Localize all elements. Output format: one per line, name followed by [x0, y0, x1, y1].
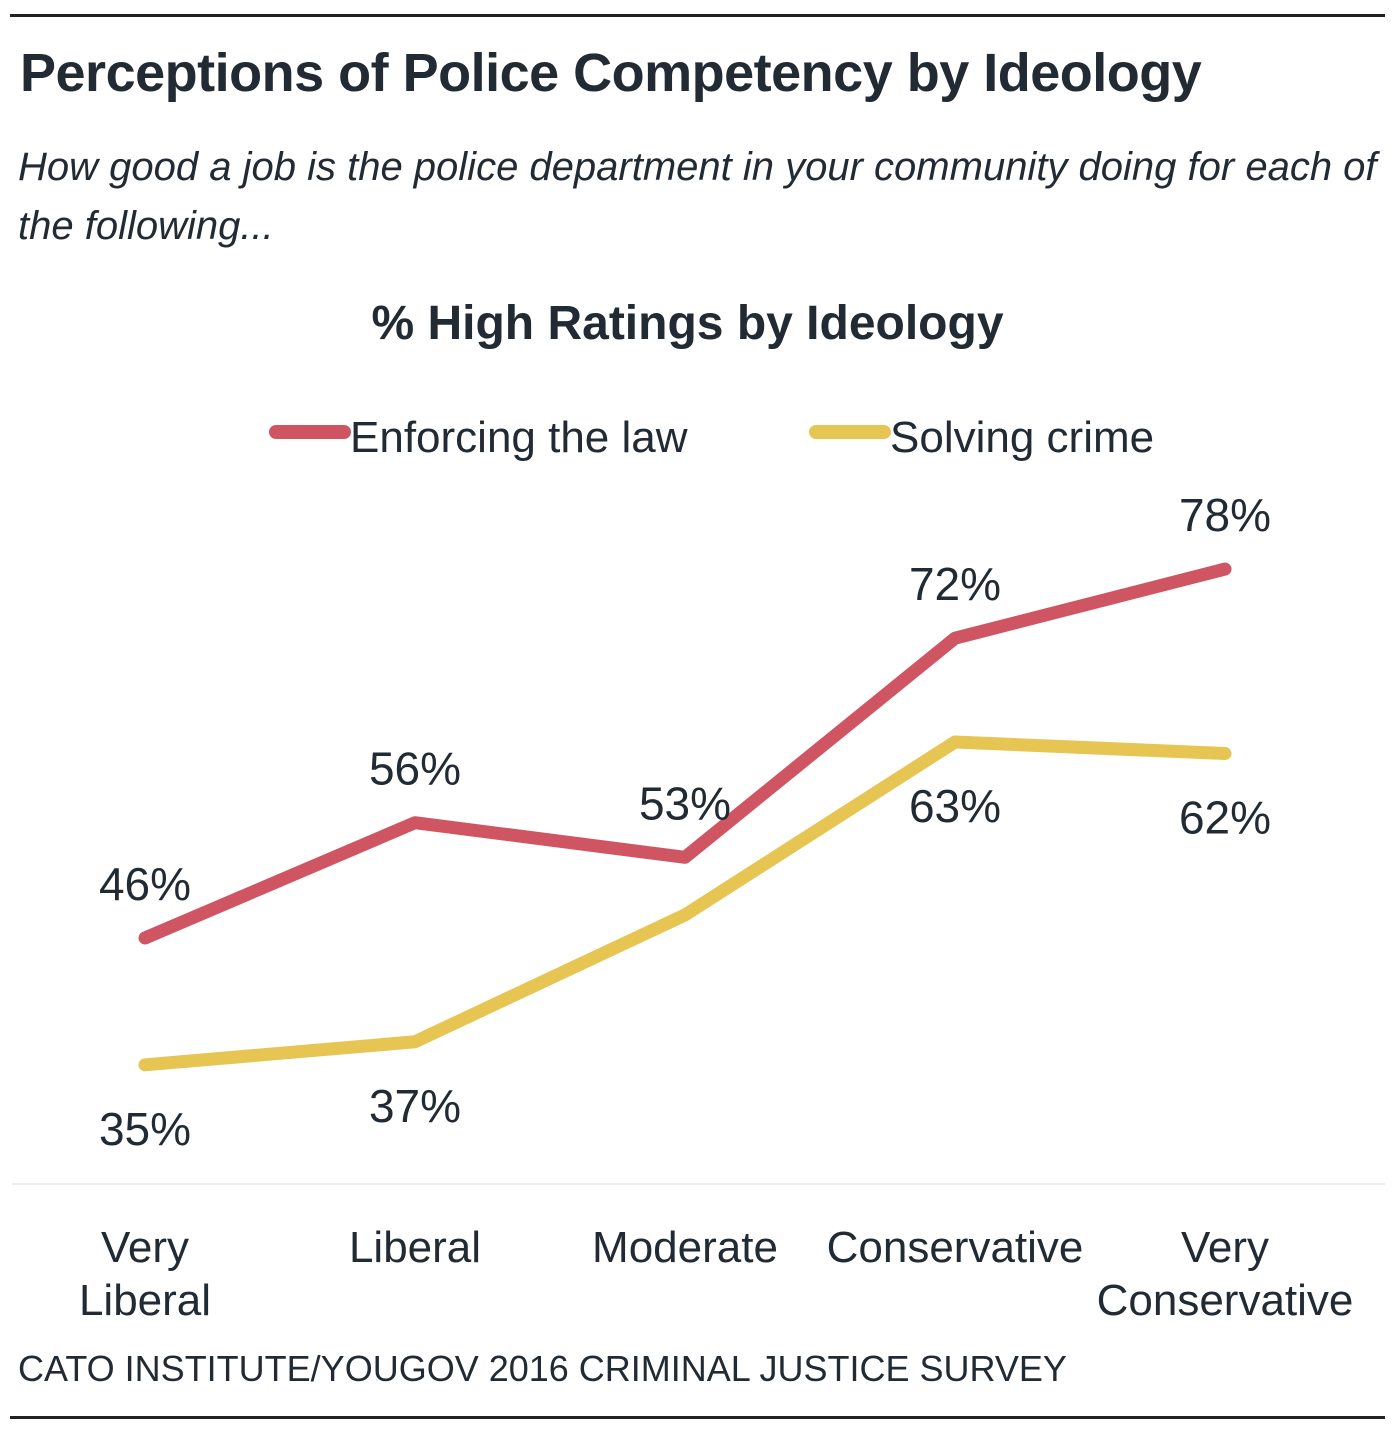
data-label: 63%	[909, 780, 1001, 832]
x-tick-label: Very	[1181, 1223, 1269, 1272]
page-title: Perceptions of Police Competency by Ideo…	[20, 43, 1202, 103]
x-tick-label: Very	[101, 1223, 189, 1272]
data-label: 35%	[99, 1103, 191, 1155]
data-label: 78%	[1179, 489, 1271, 541]
x-tick-label: Liberal	[79, 1276, 211, 1325]
x-tick-label: Conservative	[1097, 1276, 1354, 1325]
legend-label: Enforcing the law	[350, 413, 688, 462]
x-tick-label: Liberal	[349, 1223, 481, 1272]
source-note: CATO INSTITUTE/YOUGOV 2016 CRIMINAL JUST…	[18, 1348, 1067, 1389]
data-label: 56%	[369, 743, 461, 795]
data-label: 72%	[909, 558, 1001, 610]
top-rule	[10, 14, 1385, 17]
data-label: 37%	[369, 1080, 461, 1132]
data-label: 53%	[639, 777, 731, 829]
x-tick-label: Moderate	[592, 1223, 778, 1272]
data-label: 46%	[99, 858, 191, 910]
x-tick-label: Conservative	[827, 1223, 1084, 1272]
bottom-rule	[10, 1416, 1385, 1419]
subtitle: How good a job is the police department …	[18, 145, 1377, 248]
series-line-enforcing-the-law	[138, 562, 1232, 945]
chart-title: % High Ratings by Ideology	[371, 297, 1004, 350]
legend-label: Solving crime	[890, 413, 1154, 462]
data-label: 62%	[1179, 792, 1271, 844]
